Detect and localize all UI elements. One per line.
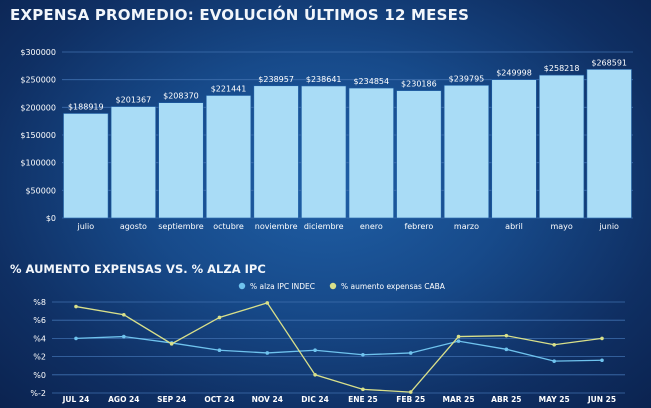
- line-y-tick-label: %4: [33, 334, 46, 343]
- bar-y-tick-label: $50000: [25, 186, 56, 195]
- bar: [253, 85, 299, 219]
- bar: [491, 79, 537, 219]
- line-y-tick-label: %6: [33, 316, 46, 325]
- line-x-tick-label: OCT 24: [204, 395, 234, 404]
- bar-data-label: $221441: [211, 84, 247, 93]
- bar-data-label: $230186: [401, 80, 437, 89]
- series-ipc-indec-point: [456, 339, 461, 343]
- bar-x-tick-label: enero: [360, 222, 383, 231]
- bar-data-label: $208370: [163, 92, 199, 101]
- bar-data-label: $188919: [68, 102, 104, 111]
- series-expensas-caba-point: [504, 333, 509, 338]
- bar: [63, 113, 109, 219]
- series-ipc-indec-point: [600, 358, 604, 363]
- series-expensas-caba-point: [456, 334, 461, 339]
- bar-x-tick-label: febrero: [404, 222, 433, 231]
- bar-x-tick-label: diciembre: [304, 222, 344, 231]
- bar-x-tick-label: abril: [505, 222, 523, 231]
- bar-data-label: $201367: [116, 96, 152, 105]
- bar-data-label: $268591: [591, 58, 627, 67]
- line-x-tick-label: JUL 24: [62, 395, 90, 404]
- series-ipc-indec-line: [75, 335, 603, 362]
- bar-data-label: $238641: [306, 75, 342, 84]
- bar-x-tick-label: marzo: [454, 222, 479, 231]
- bar: [301, 85, 347, 219]
- series-ipc-indec-point: [74, 336, 78, 341]
- series-expensas-caba-point: [169, 342, 174, 346]
- bar: [396, 90, 442, 219]
- bar-x-tick-label: octubre: [213, 222, 244, 231]
- line-x-tick-label: MAR 25: [442, 395, 474, 404]
- line-y-tick-label: %0: [33, 371, 46, 380]
- bar-x-tick-label: agosto: [120, 222, 147, 231]
- bar-data-label: $239795: [449, 74, 485, 83]
- series-ipc-indec-point: [265, 351, 270, 355]
- bar: [158, 102, 204, 219]
- bar-x-tick-label: mayo: [550, 222, 572, 231]
- bar-x-tick-label: septiembre: [158, 222, 203, 231]
- series-expensas-caba-line: [75, 302, 603, 393]
- line-x-tick-label: NOV 24: [252, 395, 283, 404]
- series-expensas-caba-point: [313, 373, 317, 377]
- bar-x-tick-label: julio: [76, 222, 94, 231]
- legend-marker: [329, 282, 337, 290]
- line-x-tick-label: MAY 25: [539, 395, 570, 404]
- section-title: % AUMENTO EXPENSAS VS. % ALZA IPC: [10, 262, 266, 276]
- bar: [586, 69, 632, 219]
- series-expensas-caba-point: [122, 312, 126, 317]
- series-expensas-caba-point: [408, 390, 413, 394]
- bar-data-label: $258218: [544, 64, 580, 73]
- bar-y-tick-label: $100000: [20, 159, 56, 168]
- series-ipc-indec-point: [361, 352, 365, 357]
- bar-data-label: $249998: [496, 69, 532, 78]
- series-ipc-indec-point: [217, 348, 222, 353]
- bar: [443, 85, 490, 219]
- bar-y-tick-label: $150000: [20, 131, 56, 140]
- line-x-tick-label: ABR 25: [491, 395, 521, 404]
- series-ipc-indec-point: [169, 341, 174, 345]
- bar: [205, 95, 252, 219]
- line-x-tick-label: ENE 25: [348, 395, 378, 404]
- series-ipc-indec-point: [408, 351, 413, 355]
- bar: [110, 106, 156, 219]
- series-expensas-caba-point: [552, 342, 556, 347]
- bar: [348, 87, 394, 219]
- bar-x-tick-label: junio: [598, 222, 619, 231]
- series-expensas-caba-point: [74, 304, 78, 309]
- series-expensas-caba-point: [361, 387, 365, 392]
- legend-marker: [238, 282, 246, 290]
- bar-chart: $0 $50000 $100000 $150000 $200000 $250000 $300…: [20, 48, 633, 231]
- page-title: EXPENSA PROMEDIO: EVOLUCIÓN ÚLTIMOS 12 M…: [10, 6, 470, 24]
- line-y-tick-label: %2: [33, 353, 46, 362]
- legend-label: % alza IPC INDEC: [250, 282, 315, 291]
- line-x-tick-label: AGO 24: [108, 395, 139, 404]
- bar: [539, 74, 585, 219]
- bar-y-tick-label: $300000: [20, 48, 56, 57]
- series-expensas-caba-point: [265, 301, 270, 305]
- bar-y-tick-label: $0: [46, 214, 56, 223]
- series-ipc-indec-point: [313, 348, 317, 353]
- line-x-tick-label: JUN 25: [587, 395, 616, 404]
- bar-data-label: $238957: [258, 75, 294, 84]
- line-x-tick-label: DIC 24: [301, 395, 329, 404]
- line-y-tick-label: %8: [33, 298, 46, 307]
- bar-y-tick-label: $200000: [20, 103, 56, 112]
- series-ipc-indec-point: [122, 334, 126, 339]
- series-expensas-caba-point: [600, 336, 604, 341]
- line-x-tick-label: SEP 24: [157, 395, 186, 404]
- line-x-tick-label: FEB 25: [396, 395, 425, 404]
- bar-data-label: $234854: [353, 77, 389, 86]
- line-y-tick-label: %-2: [30, 389, 46, 398]
- legend-label: % aumento expensas CABA: [341, 282, 446, 291]
- series-ipc-indec-point: [552, 359, 556, 363]
- series-ipc-indec-point: [504, 347, 509, 352]
- series-expensas-caba-point: [217, 315, 222, 320]
- bar-x-tick-label: noviembre: [255, 222, 298, 231]
- bar-y-tick-label: $250000: [20, 76, 56, 85]
